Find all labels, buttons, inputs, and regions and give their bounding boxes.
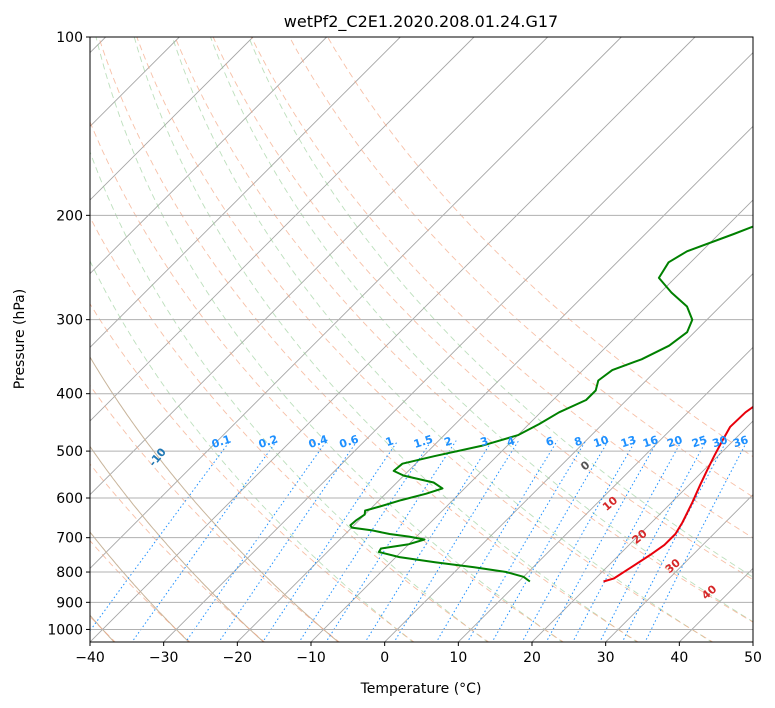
profile-line-1: [603, 405, 753, 583]
mixing-ratio-label: 16: [641, 433, 660, 450]
y-tick-label: 900: [56, 595, 83, 611]
moist-adiabat-line: [212, 37, 753, 581]
dry-adiabat-line: [210, 37, 753, 623]
dry-adiabat-line: [90, 259, 414, 642]
mixing-ratio-line: [131, 440, 278, 642]
isotherm-line: [605, 494, 753, 642]
moist-adiabat-line: [90, 216, 490, 642]
chart-title: wetPf2_C2E1.2020.208.01.24.G17: [284, 12, 558, 32]
dry-adiabat-line: [90, 356, 340, 642]
x-tick-label: 50: [744, 650, 762, 666]
pressure-grid: [90, 37, 753, 630]
x-tick-label: −40: [75, 650, 105, 666]
dry-adiabat-line: [90, 150, 489, 642]
mixing-ratio-label: 4: [505, 434, 517, 449]
background-line-labels: 0.10.20.40.611.52346810131620253036-100-…: [146, 432, 750, 602]
y-tick-label: 400: [56, 387, 83, 403]
isotherm-line: [310, 199, 753, 642]
mixing-ratio-label: 6: [544, 434, 556, 449]
moist-adiabat-line: [327, 37, 753, 458]
mixing-ratio-line: [491, 440, 609, 642]
y-tick-label: 800: [56, 565, 83, 581]
mixing-ratio-label: 1.5: [412, 433, 435, 451]
mixing-ratio-label: 36: [731, 433, 750, 450]
isotherm-line: [531, 420, 753, 642]
mixing-ratio-line: [466, 440, 587, 642]
y-tick-label: 700: [56, 531, 83, 547]
mixing-ratio-line: [325, 440, 457, 642]
mixing-ratio-label: 20: [665, 433, 684, 450]
mixing-ratio-line: [364, 440, 493, 642]
mixing-ratio-label: 0.2: [257, 433, 280, 451]
x-tick-label: −10: [296, 650, 326, 666]
isotherm-line: [90, 37, 622, 569]
mixing-ratio-line: [545, 440, 659, 642]
x-tick-label: −20: [223, 650, 253, 666]
mixing-ratio-label: 8: [573, 434, 584, 449]
isotherm-line: [90, 37, 401, 348]
dry-adiabat-line: [90, 531, 190, 642]
isotherm-line: [90, 37, 475, 422]
y-tick-label: 300: [56, 313, 83, 329]
y-tick-label: 200: [56, 208, 83, 224]
mixing-ratio-line: [572, 440, 683, 642]
mixing-ratio-label: 25: [690, 433, 709, 450]
moist-adiabat-line: [250, 37, 753, 539]
mixing-ratio-label: 0.6: [338, 432, 361, 450]
mixing-ratio-label: 3: [479, 434, 490, 449]
mixing-ratio-label: 10: [592, 433, 611, 450]
moist-adiabat-line: [90, 463, 266, 642]
x-tick-label: 20: [523, 650, 541, 666]
mixing-ratio-line: [298, 440, 432, 642]
x-axis-label: Temperature (°C): [360, 681, 482, 697]
profile-line-2: [349, 225, 753, 583]
dry-adiabat-line: [248, 37, 753, 578]
isotherm-line: [384, 273, 753, 642]
moist-adiabat-line: [136, 37, 714, 642]
isotherm-line: [458, 346, 753, 642]
y-axis-label: Pressure (hPa): [12, 289, 28, 389]
mixing-ratio-label: 2: [443, 434, 454, 449]
dry-adiabat-line: [95, 37, 564, 642]
isotherm-line: [90, 37, 327, 275]
moist-adiabat-line: [288, 37, 753, 498]
mixing-ratio-line: [435, 440, 558, 642]
y-tick-label: 1000: [47, 622, 83, 638]
mixing-ratio-line: [262, 440, 399, 642]
mixing-ratio-line: [521, 440, 637, 642]
mixing-ratio-line: [393, 440, 520, 642]
mixing-ratio-label: 0.4: [307, 432, 330, 450]
profile-series: [349, 225, 753, 583]
y-tick-label: 500: [56, 444, 83, 460]
isotherm-line: [90, 37, 696, 642]
mixing-ratio-line: [90, 440, 231, 632]
x-tick-label: 40: [670, 650, 688, 666]
plot-frame: [89, 36, 754, 643]
mixing-ratio-label: 1: [384, 434, 395, 449]
y-axis-ticks: 1000 900 800 700 600 500 400 300 200 100: [47, 30, 90, 638]
mixing-ratio-label: 0.1: [210, 433, 233, 451]
mixing-ratio-label: 30: [711, 433, 730, 450]
moist-adiabat-line: [90, 120, 565, 642]
x-tick-label: 10: [449, 650, 467, 666]
isotherm-line: [90, 37, 254, 201]
moist-adiabat-line: [174, 37, 753, 623]
mixing-ratio-line: [218, 440, 358, 642]
y-tick-label: 100: [56, 30, 83, 46]
isotherm-line: [90, 37, 548, 496]
dry-adiabat-line: [90, 445, 265, 642]
x-tick-label: 0: [380, 650, 389, 666]
moist-adiabat-line: [90, 384, 340, 642]
x-tick-label: 30: [597, 650, 615, 666]
isotherm-line: [163, 52, 753, 642]
dry-adiabat-line: [133, 37, 638, 642]
mixing-ratio-label: 13: [619, 433, 638, 450]
background-lines: [90, 37, 753, 642]
moist-adiabat-line: [90, 540, 191, 642]
x-axis-ticks: −40 −30 −20 −10 0 10 20 30 40 50: [75, 642, 762, 666]
x-tick-label: −30: [149, 650, 179, 666]
y-tick-label: 600: [56, 491, 83, 507]
